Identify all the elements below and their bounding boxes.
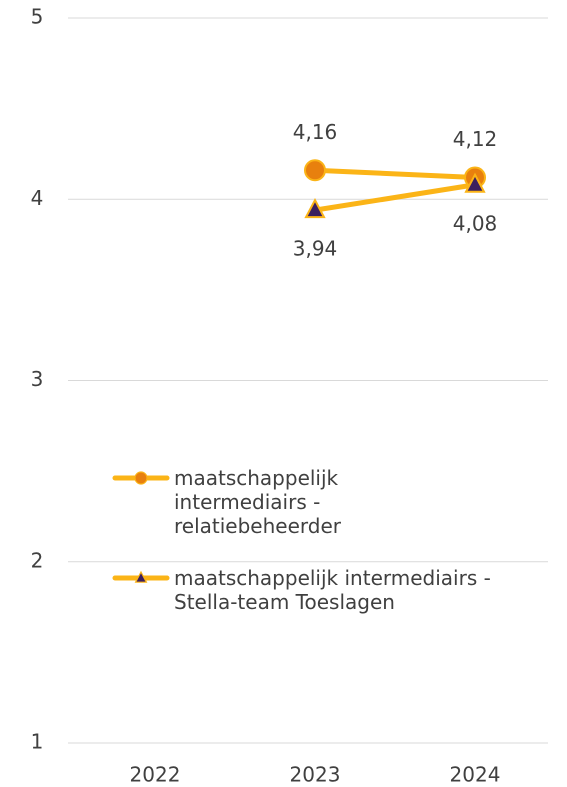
x-tick-label: 2022 [130,763,181,787]
data-label: 4,16 [293,120,338,144]
data-label: 4,08 [453,211,498,235]
legend-label: maatschappelijk intermediairs - relatieb… [174,466,341,538]
marker [134,471,148,485]
data-label: 3,94 [293,237,338,261]
x-tick-label: 2023 [290,763,341,787]
y-tick-label: 1 [31,730,44,754]
marker [134,570,148,583]
legend-item: maatschappelijk intermediairs - relatieb… [112,466,384,538]
legend-swatch [112,570,170,583]
series-line [312,167,478,180]
x-tick-label: 2024 [450,763,501,787]
legend-swatch [112,471,170,485]
y-tick-label: 4 [31,186,44,210]
y-tick-label: 2 [31,548,44,572]
legend-item: maatschappelijk intermediairs - Stella-t… [112,566,519,614]
series-line [312,182,478,213]
marker [304,197,326,219]
marker [304,159,326,182]
y-tick-label: 3 [31,367,44,391]
y-tick-label: 5 [31,5,44,29]
data-label: 4,12 [453,127,498,151]
legend-label: maatschappelijk intermediairs - Stella-t… [174,566,491,614]
marker [464,172,486,193]
